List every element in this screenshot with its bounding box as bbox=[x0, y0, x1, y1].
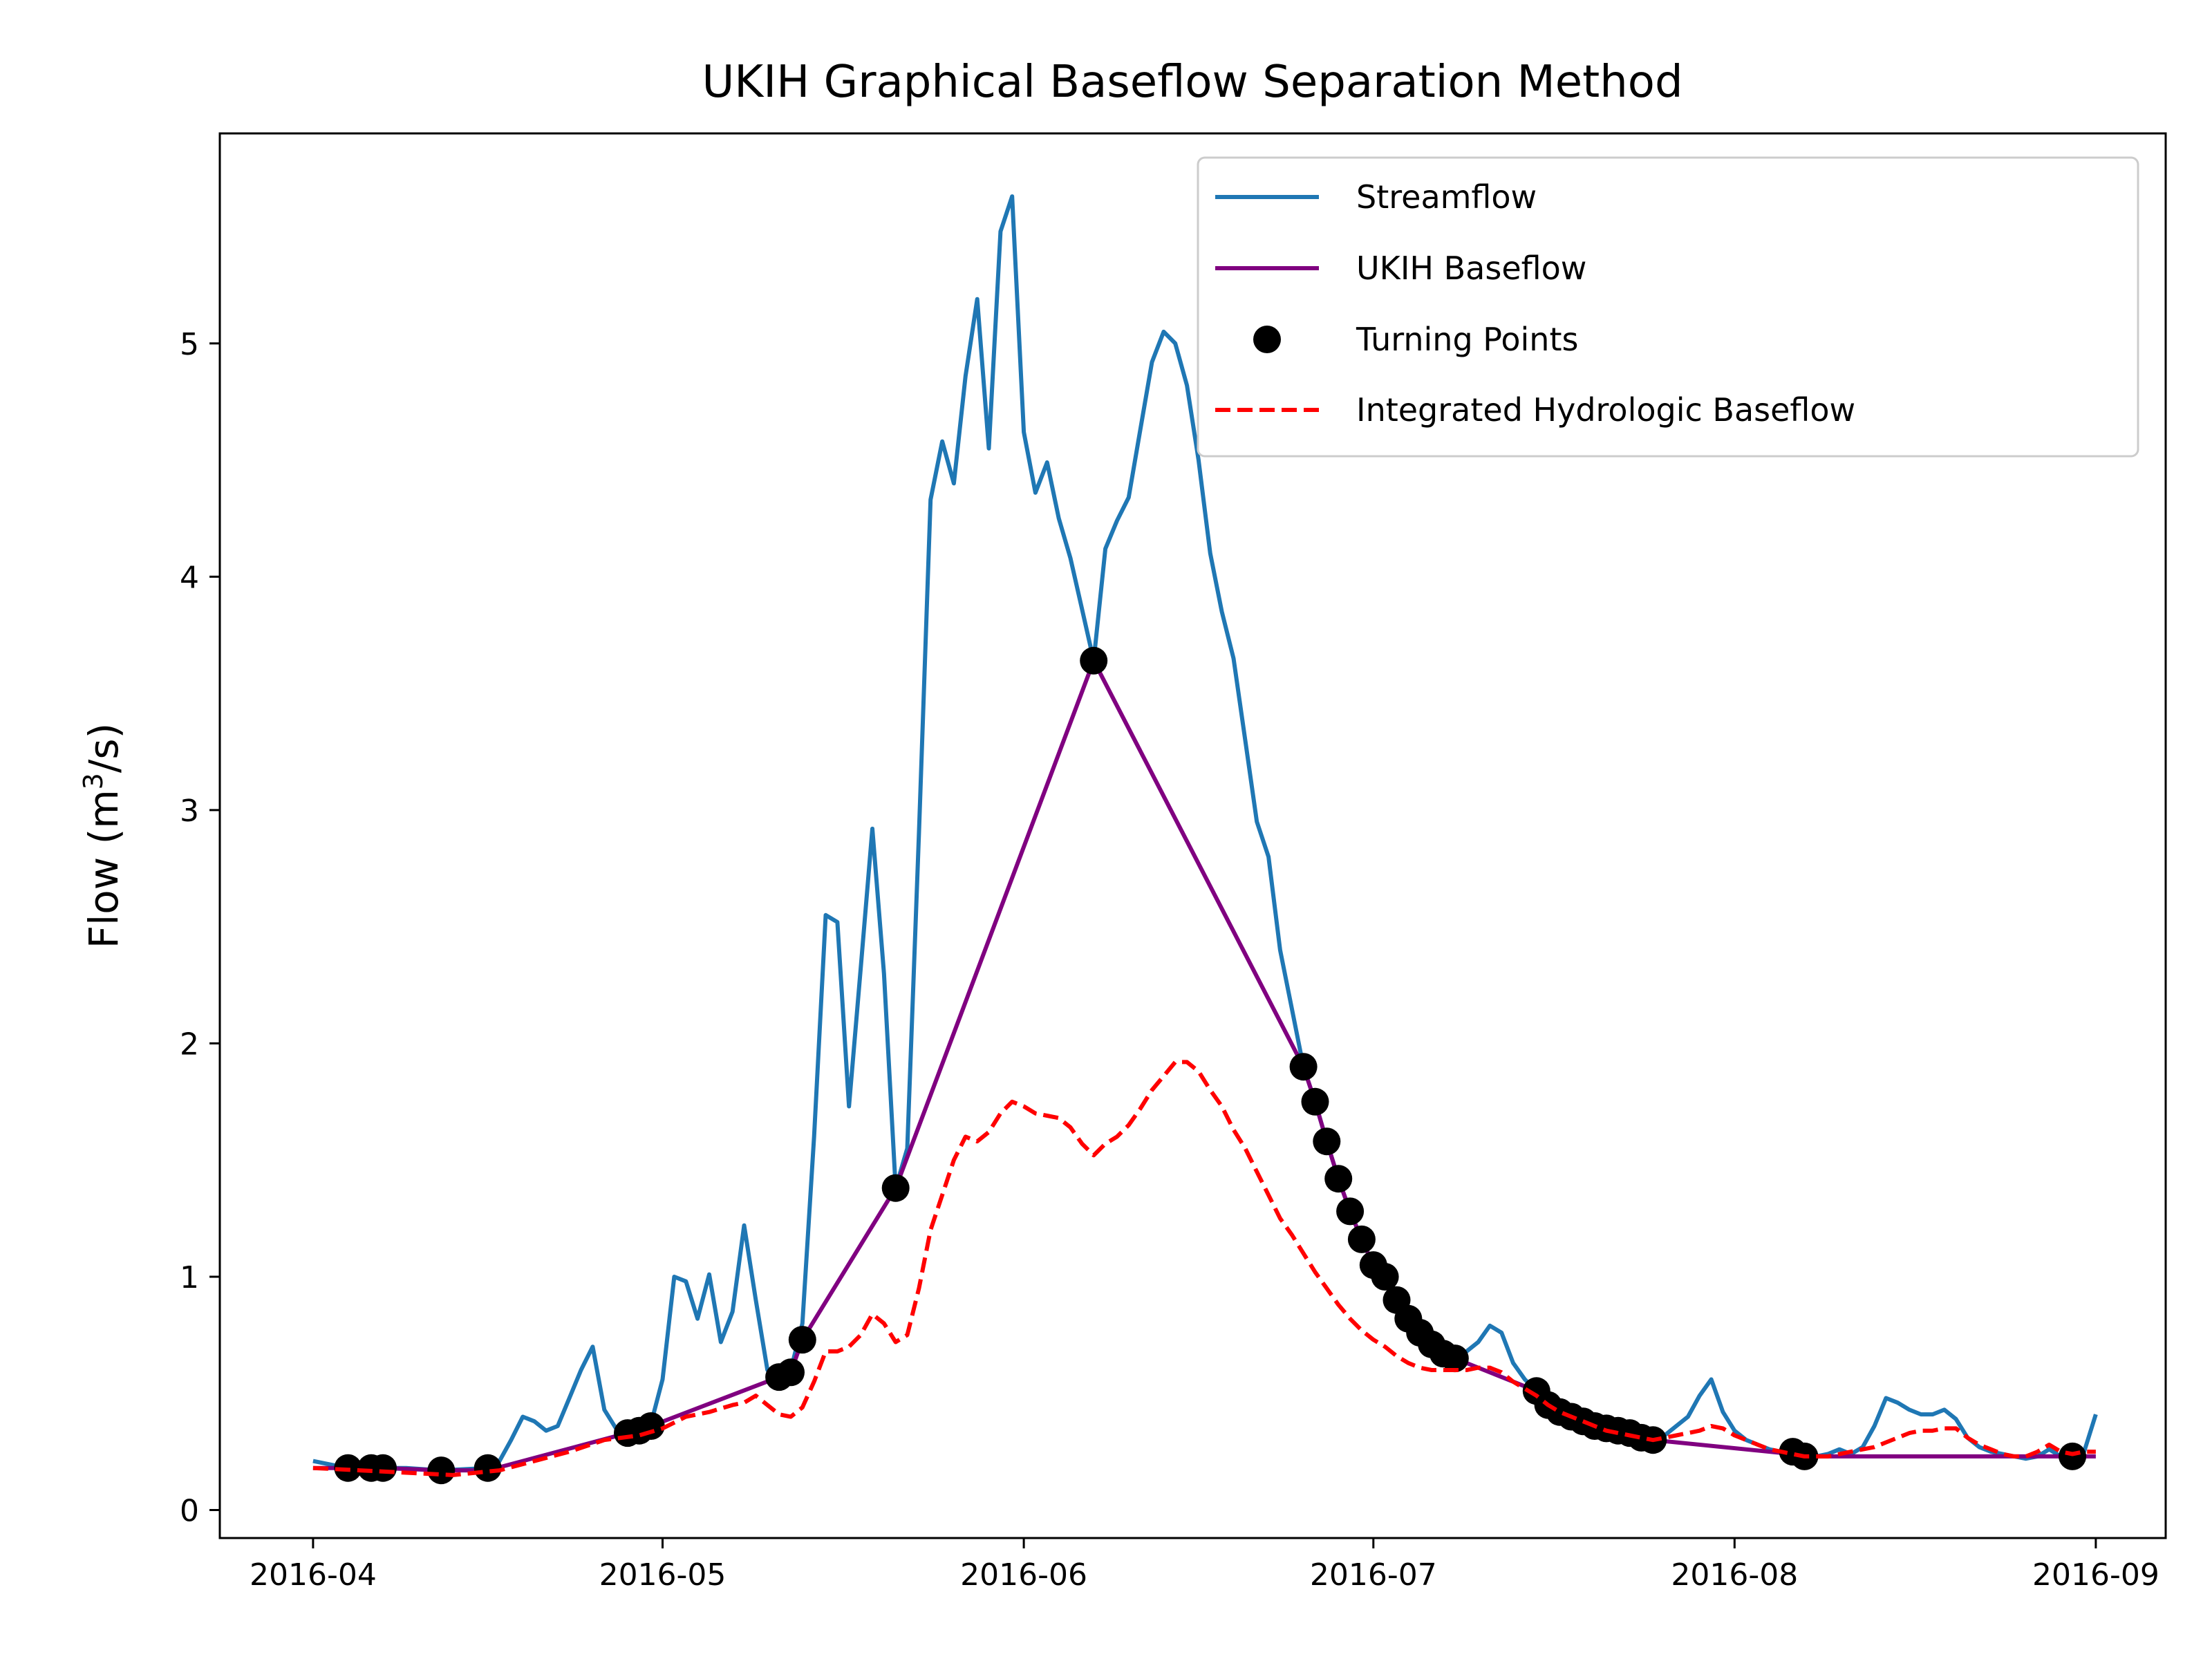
y-axis-label: Flow (m3/s) bbox=[78, 723, 127, 949]
legend-label-ukih-baseflow: UKIH Baseflow bbox=[1356, 250, 1586, 287]
legend-label-turning-points: Turning Points bbox=[1356, 321, 1578, 358]
turning-points-marker bbox=[369, 1454, 397, 1482]
y-tick-label: 4 bbox=[180, 560, 199, 595]
y-tick-label: 3 bbox=[180, 794, 199, 829]
x-axis: 2016-04 2016-05 2016-06 2016-07 2016-08 2016-… bbox=[250, 1538, 2159, 1593]
turning-points-marker bbox=[1441, 1344, 1469, 1373]
x-tick-label: 2016-07 bbox=[1310, 1557, 1437, 1593]
y-axis-label-superscript: 3 bbox=[78, 773, 109, 789]
turning-points-marker bbox=[1301, 1087, 1329, 1116]
turning-points-marker bbox=[1371, 1263, 1399, 1291]
legend-label-integrated-hydrologic-baseflow: Integrated Hydrologic Baseflow bbox=[1356, 391, 1855, 429]
y-axis: 0 1 2 3 4 5 bbox=[180, 327, 220, 1529]
legend-marker-turning-points bbox=[1253, 326, 1281, 353]
y-tick-label: 0 bbox=[180, 1494, 199, 1529]
turning-points-marker bbox=[1347, 1225, 1376, 1253]
turning-points-marker bbox=[777, 1358, 805, 1387]
y-tick-label: 1 bbox=[180, 1260, 199, 1295]
x-tick-label: 2016-04 bbox=[250, 1557, 377, 1593]
legend-item-ukih-baseflow: UKIH Baseflow bbox=[1215, 250, 1586, 287]
y-tick-label: 2 bbox=[180, 1027, 199, 1062]
y-tick-label: 5 bbox=[180, 327, 199, 362]
legend-item-turning-points: Turning Points bbox=[1253, 321, 1578, 358]
legend-item-streamflow: Streamflow bbox=[1215, 178, 1537, 216]
x-tick-label: 2016-06 bbox=[960, 1557, 1087, 1593]
x-tick-label: 2016-09 bbox=[2032, 1557, 2159, 1593]
legend-box bbox=[1197, 156, 2139, 458]
chart-title: UKIH Graphical Baseflow Separation Metho… bbox=[702, 57, 1683, 108]
legend-label-streamflow: Streamflow bbox=[1356, 178, 1537, 216]
turning-points-marker bbox=[1324, 1165, 1353, 1193]
x-tick-label: 2016-05 bbox=[599, 1557, 727, 1593]
turning-points-marker bbox=[2059, 1442, 2087, 1470]
turning-points-marker bbox=[788, 1326, 816, 1354]
plot-area bbox=[218, 132, 2167, 1539]
turning-points-marker bbox=[881, 1174, 910, 1202]
legend: Streamflow UKIH Baseflow Turning Points … bbox=[1197, 156, 2139, 458]
series-layer bbox=[312, 194, 2098, 1485]
turning-points-marker bbox=[1313, 1127, 1341, 1156]
turning-points-marker bbox=[1080, 646, 1108, 675]
y-axis-label-tail: /s) bbox=[80, 723, 127, 773]
series-integrated-hydrologic-baseflow-line bbox=[312, 1060, 2096, 1477]
turning-points-marker bbox=[474, 1454, 502, 1482]
turning-points-marker bbox=[1289, 1053, 1318, 1081]
turning-points-marker bbox=[1336, 1197, 1365, 1226]
plot-frame bbox=[218, 132, 2167, 1539]
x-tick-label: 2016-08 bbox=[1671, 1557, 1798, 1593]
turning-points-marker bbox=[427, 1456, 456, 1485]
y-axis-label-main: Flow (m bbox=[80, 789, 127, 948]
legend-item-integrated-hydrologic-baseflow: Integrated Hydrologic Baseflow bbox=[1215, 391, 1855, 429]
